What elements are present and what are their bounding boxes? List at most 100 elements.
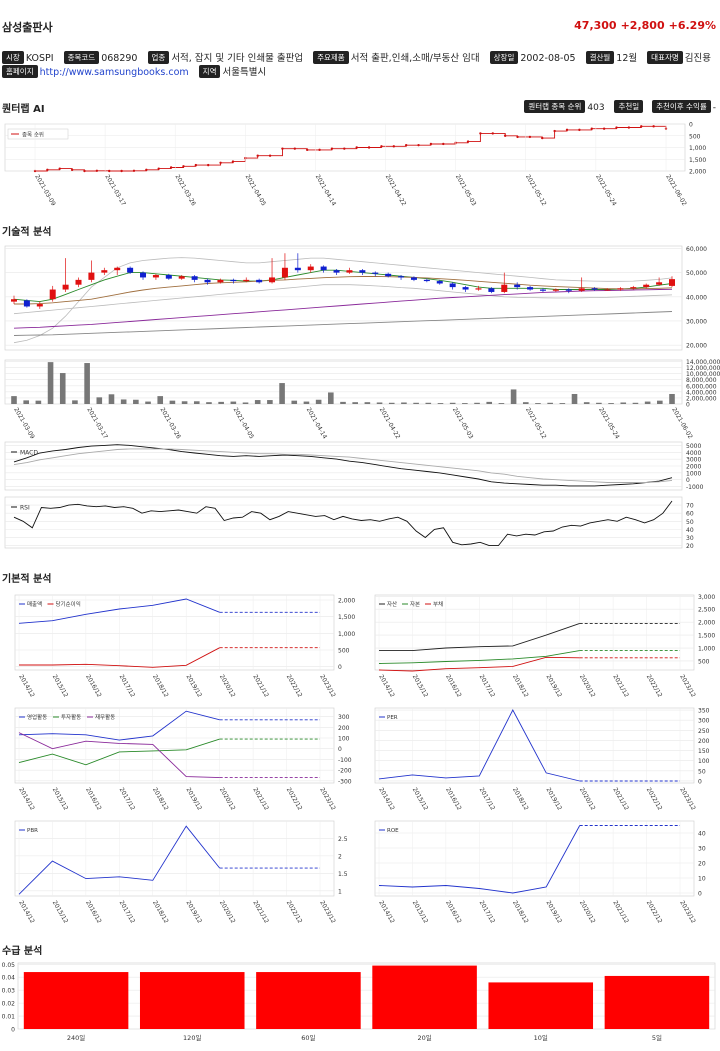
y-tick-label: 0	[686, 477, 690, 484]
x-tick-label: 2022/12	[645, 900, 664, 925]
volume-bar	[364, 402, 371, 404]
rank-point	[652, 125, 655, 128]
supply-bar	[372, 965, 477, 1029]
candle-body	[488, 288, 495, 292]
revenue-series-line	[19, 647, 220, 668]
rank-point	[553, 129, 556, 133]
x-tick-label: 2021-03-17	[103, 174, 127, 208]
x-tick-label: 2023/12	[318, 674, 337, 699]
x-tick-label: 2022/12	[285, 787, 304, 812]
x-tick-label: 2014/12	[17, 787, 36, 812]
y-tick-label: 0.05	[2, 962, 16, 969]
x-tick-label: 2016/12	[444, 674, 463, 699]
y-tick-label: 20	[686, 543, 694, 550]
x-tick-label: 2021-04-05	[244, 174, 268, 208]
rank-point	[615, 126, 618, 129]
rank-point	[293, 147, 297, 150]
x-tick-label: 60일	[301, 1033, 315, 1042]
x-tick-label: 2019/12	[544, 900, 563, 925]
legend-label: 매출액	[27, 600, 42, 608]
supply-bar	[604, 975, 710, 1029]
rank-point	[120, 169, 123, 173]
x-tick-label: 2021/12	[251, 787, 270, 812]
volume-bar	[47, 362, 54, 404]
volume-bar	[193, 401, 200, 404]
y-tick-label: 0	[338, 746, 342, 753]
candle-body	[243, 279, 250, 282]
plot-frame	[4, 496, 683, 549]
candle-body	[617, 288, 624, 290]
listing-value: 2002-08-05	[520, 53, 576, 64]
rank-point	[627, 126, 631, 129]
candle-body	[630, 287, 637, 289]
y-tick-label: 50	[686, 519, 694, 526]
volume-bar	[413, 402, 419, 404]
x-tick-label: 2021/12	[611, 900, 630, 925]
volume-bar	[657, 400, 663, 404]
y-tick-label: 3000	[686, 457, 701, 464]
y-tick-label: 10,000,000	[686, 371, 720, 378]
rank-point	[194, 163, 198, 167]
volume-bar	[279, 383, 285, 404]
rank-point	[182, 165, 185, 168]
y-tick-label: 40,000	[686, 294, 707, 301]
moving-average-ma120	[13, 311, 673, 336]
y-tick-label: 1000	[686, 470, 701, 477]
candle-body	[217, 279, 224, 283]
industry-value: 서적, 잡지 및 기타 인쇄물 출판업	[171, 53, 304, 64]
x-tick-label: 2019/12	[544, 787, 563, 812]
x-tick-label: 2022/12	[645, 674, 664, 699]
volume-bar	[571, 393, 578, 404]
listing-tag: 상장일	[489, 51, 519, 64]
y-tick-label: 1,500	[689, 157, 706, 164]
homepage-link[interactable]: http://www.samsungbooks.com	[39, 67, 189, 78]
y-tick-label: 2000	[686, 464, 701, 471]
candle-body	[527, 287, 534, 290]
x-tick-label: 2019/12	[544, 674, 563, 699]
legend-label: 재무활동	[95, 713, 115, 721]
volume-bar	[145, 401, 151, 404]
x-tick-label: 2015/12	[51, 674, 70, 699]
candle-body	[178, 276, 185, 279]
y-tick-label: 5000	[686, 443, 701, 450]
candle-body	[449, 283, 456, 288]
return-tag: 추천이후 수익률	[652, 100, 711, 113]
candle-body	[410, 277, 417, 280]
candle-body	[669, 279, 675, 286]
rank-chart: 0 500 1,000 1,500 2,000 종목 순위 2021-03-09 2021-0…	[4, 122, 706, 208]
x-tick-label: 2017/12	[118, 787, 137, 812]
candle-body	[578, 288, 585, 291]
volume-bar	[486, 401, 493, 404]
x-tick-label: 2014/12	[377, 674, 396, 699]
volume-bar	[449, 402, 456, 404]
supply-bar	[139, 972, 245, 1029]
x-tick-label: 2014/12	[17, 674, 36, 699]
legend-label: 투자활동	[61, 713, 81, 721]
rank-point	[466, 140, 470, 143]
candle-body	[643, 284, 650, 288]
cashflow-series-line	[18, 732, 220, 779]
volume-bar	[108, 394, 115, 404]
volume-bar	[340, 401, 346, 404]
x-tick-label: 2015/12	[411, 900, 430, 925]
candle-body	[114, 267, 121, 271]
legend-label: 영업활동	[27, 713, 47, 721]
y-tick-label: 6,000,000	[686, 383, 717, 390]
x-tick-label: 2021-06-02	[670, 407, 694, 441]
candle-body	[475, 288, 482, 290]
x-tick-label: 2021-05-03	[451, 407, 475, 441]
candle-body	[398, 276, 405, 278]
y-tick-label: 2,000	[698, 620, 715, 627]
rank-point	[528, 135, 532, 139]
balance-series-line	[379, 622, 580, 652]
plot-frame	[374, 820, 695, 897]
y-tick-label: 1,500	[698, 633, 715, 640]
candle-body	[565, 289, 572, 291]
ai-section-title: 퀀터랩 AI	[2, 104, 45, 115]
x-tick-label: 2015/12	[51, 787, 70, 812]
x-tick-label: 2022/12	[285, 674, 304, 699]
candle-body	[385, 273, 392, 277]
legend-label: 자본	[410, 600, 420, 608]
rank-point	[367, 146, 371, 149]
x-tick-label: 2021-06-02	[664, 174, 688, 208]
